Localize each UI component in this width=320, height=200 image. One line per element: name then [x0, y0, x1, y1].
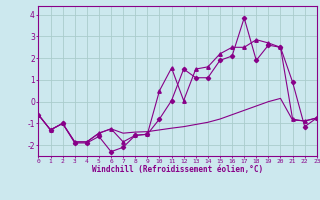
X-axis label: Windchill (Refroidissement éolien,°C): Windchill (Refroidissement éolien,°C): [92, 165, 263, 174]
